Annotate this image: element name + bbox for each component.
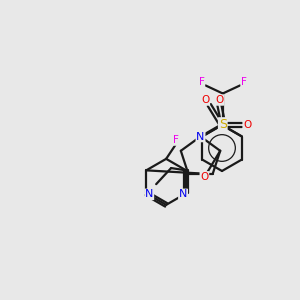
Text: F: F bbox=[241, 77, 247, 87]
Text: F: F bbox=[173, 135, 179, 145]
Text: O: O bbox=[200, 172, 208, 182]
Text: O: O bbox=[215, 95, 224, 105]
Text: N: N bbox=[196, 131, 205, 142]
Text: N: N bbox=[145, 189, 153, 200]
Text: S: S bbox=[219, 118, 227, 131]
Text: N: N bbox=[179, 189, 187, 200]
Text: F: F bbox=[199, 77, 205, 87]
Text: O: O bbox=[243, 119, 251, 130]
Text: O: O bbox=[201, 95, 209, 105]
